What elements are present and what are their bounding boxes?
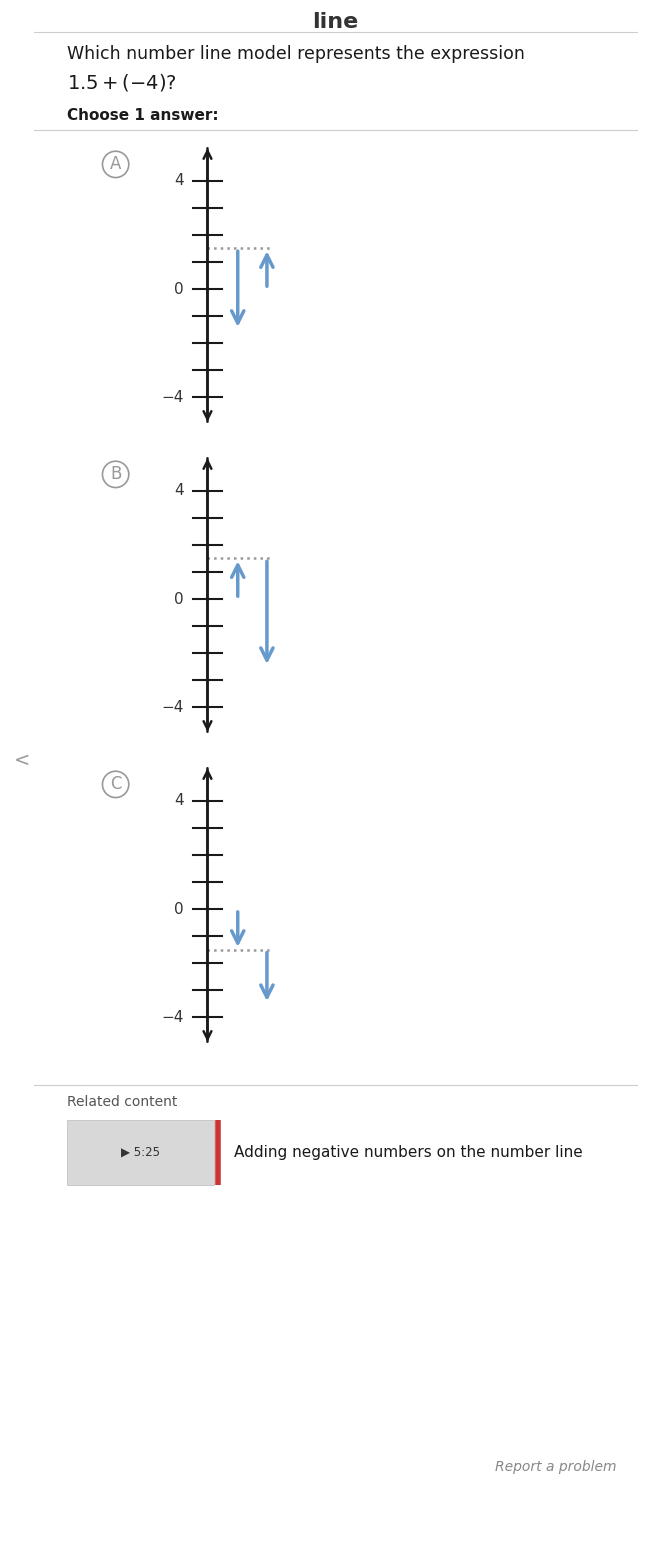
Text: Adding negative numbers on the number line: Adding negative numbers on the number li… — [234, 1145, 584, 1160]
Text: 0: 0 — [174, 592, 184, 607]
FancyBboxPatch shape — [67, 1120, 214, 1185]
Text: Related content: Related content — [67, 1095, 178, 1109]
Text: A: A — [110, 155, 121, 173]
Text: ▶ 5:25: ▶ 5:25 — [121, 1146, 160, 1159]
Text: Choose 1 answer:: Choose 1 answer: — [67, 108, 218, 122]
Text: 0: 0 — [174, 282, 184, 296]
Text: −4: −4 — [161, 1010, 184, 1025]
Text: 4: 4 — [174, 173, 184, 187]
Text: Which number line model represents the expression: Which number line model represents the e… — [67, 45, 525, 64]
Text: −4: −4 — [161, 390, 184, 404]
Text: $1.5 + (-4)$?: $1.5 + (-4)$? — [67, 71, 177, 93]
Text: <: < — [13, 751, 29, 770]
Text: 4: 4 — [174, 483, 184, 499]
Text: C: C — [110, 776, 121, 793]
Text: B: B — [110, 465, 121, 483]
Text: Report a problem: Report a problem — [495, 1461, 616, 1475]
Text: line: line — [312, 12, 358, 33]
Text: −4: −4 — [161, 700, 184, 716]
Text: 0: 0 — [174, 902, 184, 917]
Text: 4: 4 — [174, 793, 184, 809]
